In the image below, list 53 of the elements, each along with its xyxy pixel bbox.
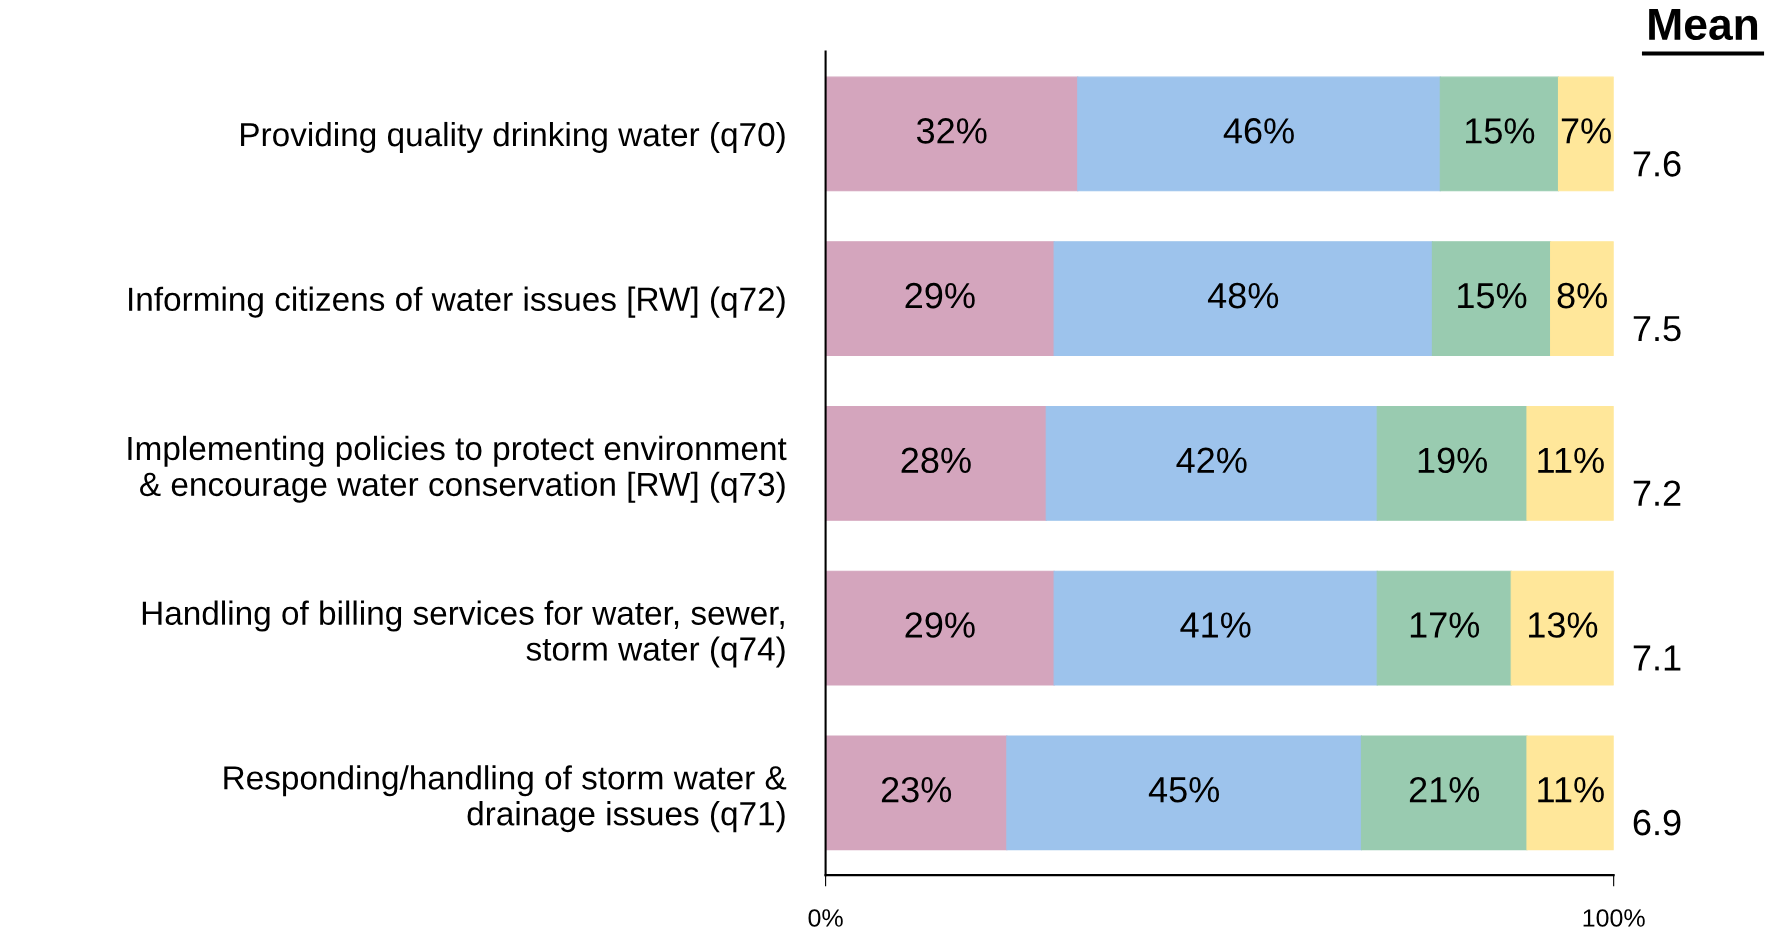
- bar: [825, 76, 1079, 192]
- bar: [1526, 735, 1614, 851]
- data-label: 8%: [1557, 282, 1607, 309]
- data-label: 15%: [1466, 118, 1535, 144]
- bar: [1376, 570, 1512, 686]
- data-label: 46%: [1223, 118, 1294, 144]
- bar: [825, 570, 1055, 686]
- bar: [1510, 570, 1614, 686]
- bar: [1053, 241, 1433, 357]
- bar: [1526, 406, 1614, 521]
- bar: [1557, 76, 1614, 192]
- y-tick-label: Responding/handling of storm water & drainage issues (q71): [224, 765, 787, 833]
- data-label: 17%: [1410, 612, 1480, 638]
- bar: [825, 735, 1008, 851]
- bar: [1045, 406, 1378, 521]
- data-label: 29%: [905, 282, 975, 309]
- y-tick-label: Informing citizens of water issues [RW] (q72): [129, 286, 785, 318]
- text: 7.5: [1633, 316, 1681, 342]
- bar: [825, 406, 1047, 521]
- data-label: 7%: [1561, 118, 1611, 144]
- data-label: 11%: [1538, 447, 1604, 473]
- text: Mean: [1649, 9, 1758, 41]
- bar: [1376, 406, 1528, 521]
- data-label: 21%: [1409, 776, 1480, 803]
- bar: [825, 241, 1055, 357]
- y-tick-label: Implementing policies to protect environment & encourage water conservation [RW] (q73): [128, 435, 787, 503]
- bar: [1077, 76, 1441, 192]
- bar: [1550, 241, 1614, 357]
- y-tick-label: Handling of billing services for water, sewer, storm water (q74): [142, 600, 785, 668]
- data-label: 13%: [1529, 612, 1598, 638]
- data-label: 15%: [1458, 282, 1527, 309]
- data-label: 42%: [1176, 447, 1247, 473]
- data-label: 23%: [881, 776, 952, 803]
- data-label: 19%: [1418, 447, 1487, 474]
- bar: [1439, 76, 1560, 192]
- data-label: 29%: [905, 612, 975, 638]
- text: 7.2: [1633, 480, 1681, 506]
- data-label: 45%: [1148, 777, 1220, 803]
- data-label: 32%: [916, 118, 987, 144]
- text: 7.6: [1633, 151, 1681, 177]
- data-label: 48%: [1207, 282, 1279, 309]
- text: 6.9: [1633, 809, 1681, 836]
- bar: [1360, 735, 1528, 851]
- data-label: 11%: [1538, 777, 1604, 803]
- bar: [1006, 735, 1363, 851]
- x-tick-label: 0%: [808, 909, 843, 927]
- data-label: 41%: [1180, 612, 1251, 638]
- y-tick-label: Providing quality drinking water (q70): [241, 121, 785, 153]
- bar: [1053, 570, 1378, 686]
- x-tick-label: 100%: [1583, 909, 1645, 927]
- data-label: 28%: [901, 447, 971, 474]
- text: 7.1: [1633, 645, 1681, 671]
- bar: [1431, 241, 1552, 357]
